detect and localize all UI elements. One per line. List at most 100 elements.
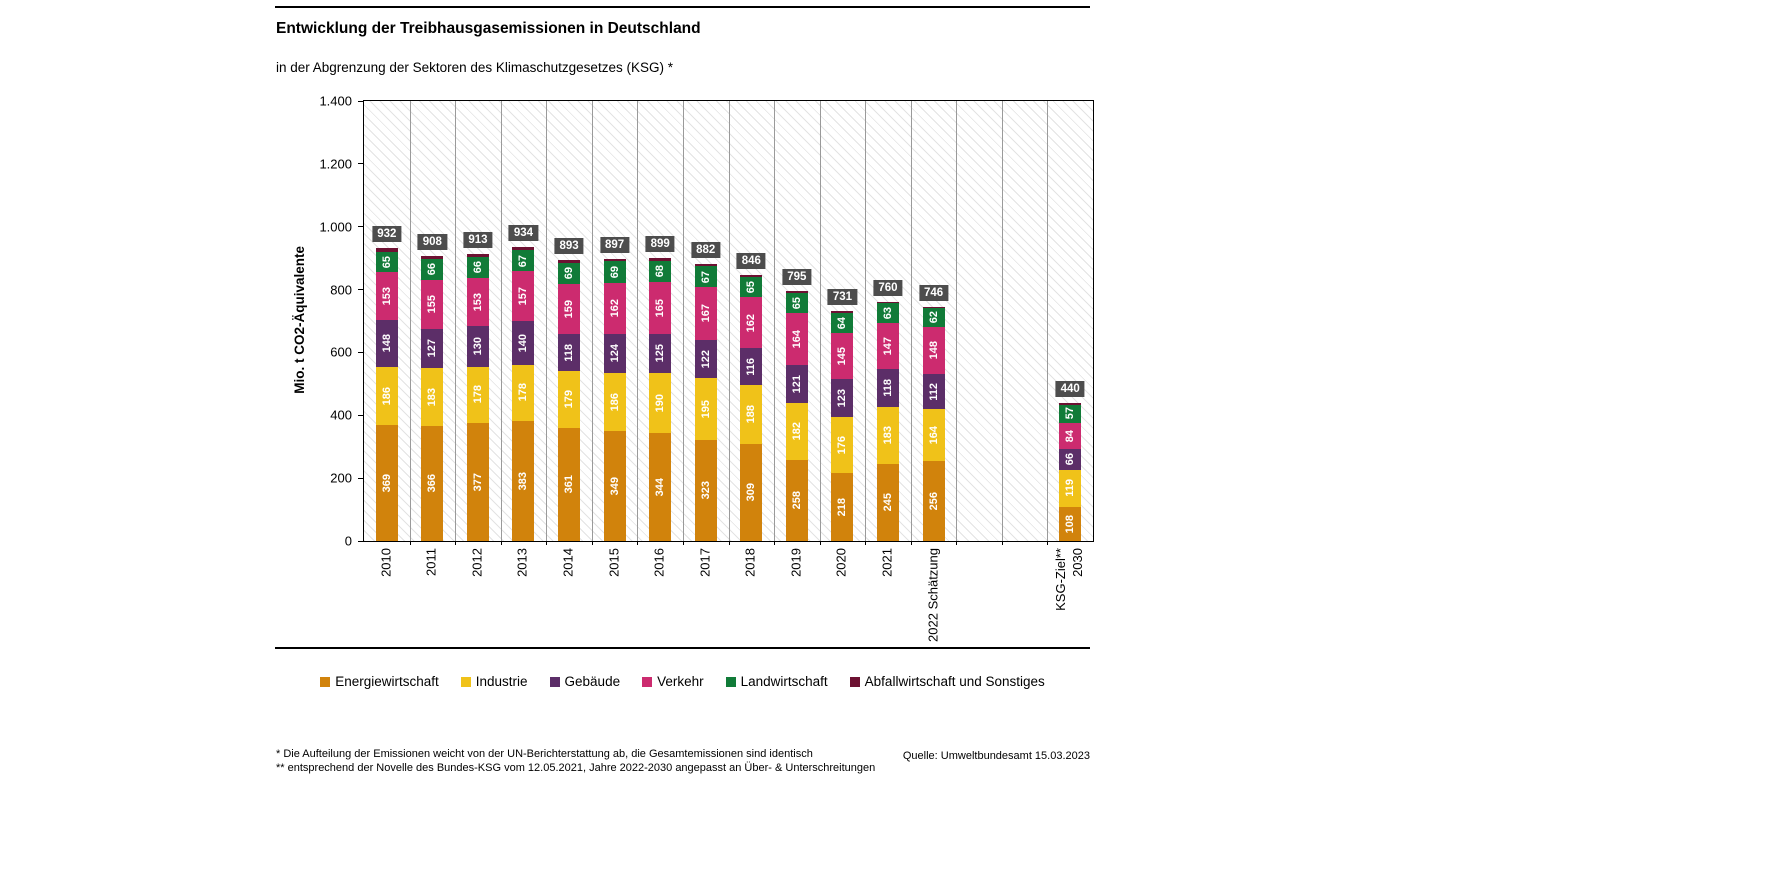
y-axis-title: Mio. t CO2-Äquivalente [291,246,307,394]
bar-segment: 140 [512,320,535,365]
gridline [455,101,457,541]
legend-item: Abfallwirtschaft und Sonstiges [849,674,1045,689]
total-value-label: 908 [417,233,447,250]
segment-value-label: 84 [1064,429,1077,442]
segment-value-label: 377 [471,472,484,491]
gridline [819,101,821,541]
x-axis-label: 2016 [651,548,667,577]
x-axis-label: 2022 Schätzung [925,548,941,642]
total-value-label: 893 [554,238,584,255]
segment-value-label: 186 [380,386,393,405]
segment-value-label: 309 [745,483,758,502]
bar-segment: 68 [649,260,672,283]
segment-value-label: 64 [836,316,849,330]
bar-segment [740,275,763,277]
y-tick-label: 0 [344,533,352,549]
gridline [1001,101,1003,541]
bar-segment [922,306,945,308]
legend-swatch [642,676,653,687]
bar-segment: 377 [466,422,489,541]
segment-value-label: 121 [790,374,803,393]
bar-segment: 63 [876,303,899,324]
legend-item: Gebäude [549,674,620,689]
segment-value-label: 67 [699,270,712,283]
segment-value-label: 68 [654,265,667,278]
gridline [500,101,502,541]
segment-value-label: 157 [517,286,530,306]
bar-segment [375,248,398,252]
bar-segment: 118 [876,369,899,407]
footnote-2: ** entsprechend der Novelle des Bundes-K… [276,761,876,774]
segment-value-label: 344 [654,477,667,497]
total-value-label: 795 [782,269,812,286]
segment-value-label: 119 [1064,479,1077,498]
bar-segment: 164 [785,313,808,365]
bar-segment: 118 [558,334,581,372]
source-note: Quelle: Umweltbundesamt 15.03.2023 [902,750,1090,762]
bar-segment: 178 [512,364,535,421]
y-tick-label: 1.400 [319,93,352,109]
x-tick-mark [956,541,958,545]
gridline [910,101,912,541]
legend-swatch [460,676,471,687]
bar-segment: 125 [649,333,672,374]
segment-value-label: 190 [654,393,667,413]
bar-segment: 383 [512,420,535,541]
gridline [1047,101,1049,541]
x-tick-mark [637,541,639,545]
total-value-label: 913 [463,232,493,249]
segment-value-label: 178 [471,385,484,404]
bar-segment: 164 [922,409,945,461]
bar-segment: 183 [421,368,444,426]
legend-swatch [320,676,331,687]
y-tick-label: 400 [330,407,352,423]
bar-segment: 256 [922,460,945,541]
y-tick-label: 200 [330,470,352,486]
y-tick-mark [358,351,364,353]
bar-segment: 67 [694,266,717,288]
segment-value-label: 366 [426,474,439,493]
x-tick-mark [455,541,457,545]
bar-segment: 62 [922,307,945,328]
segment-value-label: 65 [790,296,803,310]
bar-segment: 65 [375,251,398,272]
x-axis-label: 2017 [697,548,713,577]
segment-value-label: 118 [563,343,576,362]
chart-legend: Energiewirtschaft Industrie Gebäude Verkehr… [275,674,1090,689]
bar-segment [1059,402,1082,405]
bar-segment: 66 [1059,448,1082,470]
segment-value-label: 179 [563,390,576,409]
bar-segment: 167 [694,287,717,340]
segment-value-label: 245 [881,493,894,512]
segment-value-label: 167 [699,304,712,323]
bar-segment: 245 [876,464,899,541]
bar-segment: 162 [603,282,626,334]
segment-value-label: 147 [881,337,894,356]
segment-value-label: 127 [426,339,439,358]
chart-title: Entwicklung der Treibhausgasemissionen i… [276,20,701,37]
bar-segment [466,254,489,257]
legend-item: Industrie [460,674,528,689]
bar-segment: 349 [603,431,626,541]
bar-segment: 148 [375,320,398,367]
segment-value-label: 67 [517,254,530,267]
segment-value-label: 65 [380,255,393,268]
bar-segment: 145 [831,332,854,379]
top-divider-line [275,6,1090,8]
bar-segment: 218 [831,472,854,541]
bar-segment: 190 [649,373,672,433]
bar-segment: 119 [1059,469,1082,508]
segment-value-label: 66 [426,263,439,276]
segment-value-label: 162 [608,299,621,318]
bar-segment: 159 [558,284,581,335]
bar-segment: 162 [740,297,763,349]
total-value-label: 934 [508,225,539,242]
bar-segment: 183 [876,406,899,464]
segment-value-label: 66 [1064,453,1077,466]
segment-value-label: 123 [836,388,849,408]
segment-value-label: 62 [927,311,940,324]
total-value-label: 932 [372,226,402,243]
bar-segment: 57 [1059,404,1082,423]
bar-segment: 182 [785,402,808,460]
y-tick-label: 1.200 [319,156,352,172]
